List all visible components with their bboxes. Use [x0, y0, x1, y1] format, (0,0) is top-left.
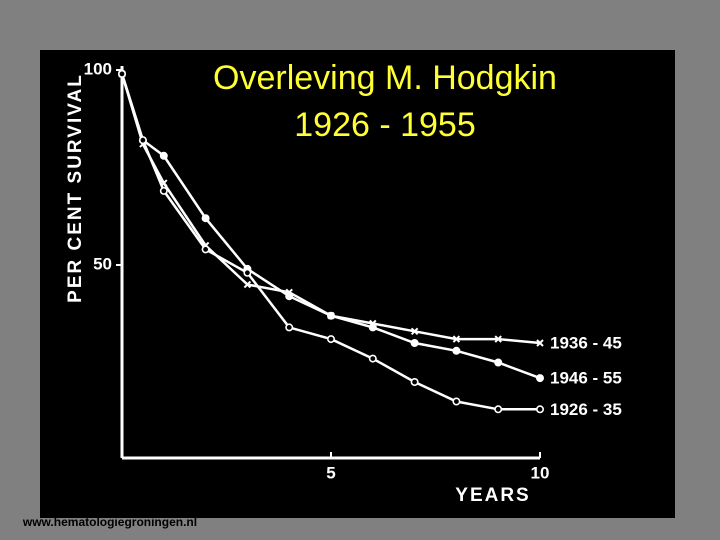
footer-text: Afd Hematologie;	[58, 493, 157, 507]
series-line	[120, 73, 541, 380]
point-marker	[138, 136, 147, 145]
point-marker	[159, 151, 168, 160]
y-tick-label: 50	[93, 254, 112, 273]
chart-title: Overleving M. Hodgkin	[213, 59, 557, 97]
point-marker	[494, 405, 503, 414]
series-line	[120, 73, 541, 345]
point-marker	[494, 335, 502, 343]
point-marker	[326, 311, 335, 320]
point-marker	[159, 186, 168, 195]
y-axis-label: PER CENT SURVIVAL	[65, 73, 86, 303]
point-marker	[368, 323, 377, 332]
point-marker	[118, 69, 127, 78]
x-tick-label: 10	[531, 463, 550, 482]
point-marker	[452, 346, 461, 355]
point-marker	[410, 377, 419, 386]
point-marker	[201, 214, 210, 223]
legend-label: 1946 - 55	[550, 369, 622, 388]
series-line	[120, 73, 540, 411]
point-marker	[410, 327, 419, 336]
point-marker	[535, 374, 544, 383]
point-marker	[368, 354, 377, 363]
point-marker	[243, 280, 252, 289]
legend-label: 1936 - 45	[550, 333, 622, 352]
footer-text: www.hematologiegroningen.nl	[22, 515, 197, 529]
point-marker	[410, 338, 419, 347]
chart-subtitle: 1926 - 1955	[294, 106, 476, 144]
legend-label: 1926 - 35	[550, 400, 622, 419]
x-axis-label: YEARS	[455, 485, 530, 506]
chart-background	[40, 50, 675, 518]
point-marker	[536, 339, 544, 347]
point-marker	[326, 335, 335, 344]
x-tick-label: 5	[326, 463, 335, 482]
point-marker	[285, 323, 294, 332]
point-marker	[285, 292, 294, 301]
point-marker	[452, 335, 461, 343]
point-marker	[494, 358, 503, 367]
point-marker	[452, 397, 461, 406]
point-marker	[201, 245, 210, 254]
point-marker	[535, 405, 544, 414]
y-tick-label: 100	[84, 59, 112, 78]
point-marker	[243, 268, 252, 277]
